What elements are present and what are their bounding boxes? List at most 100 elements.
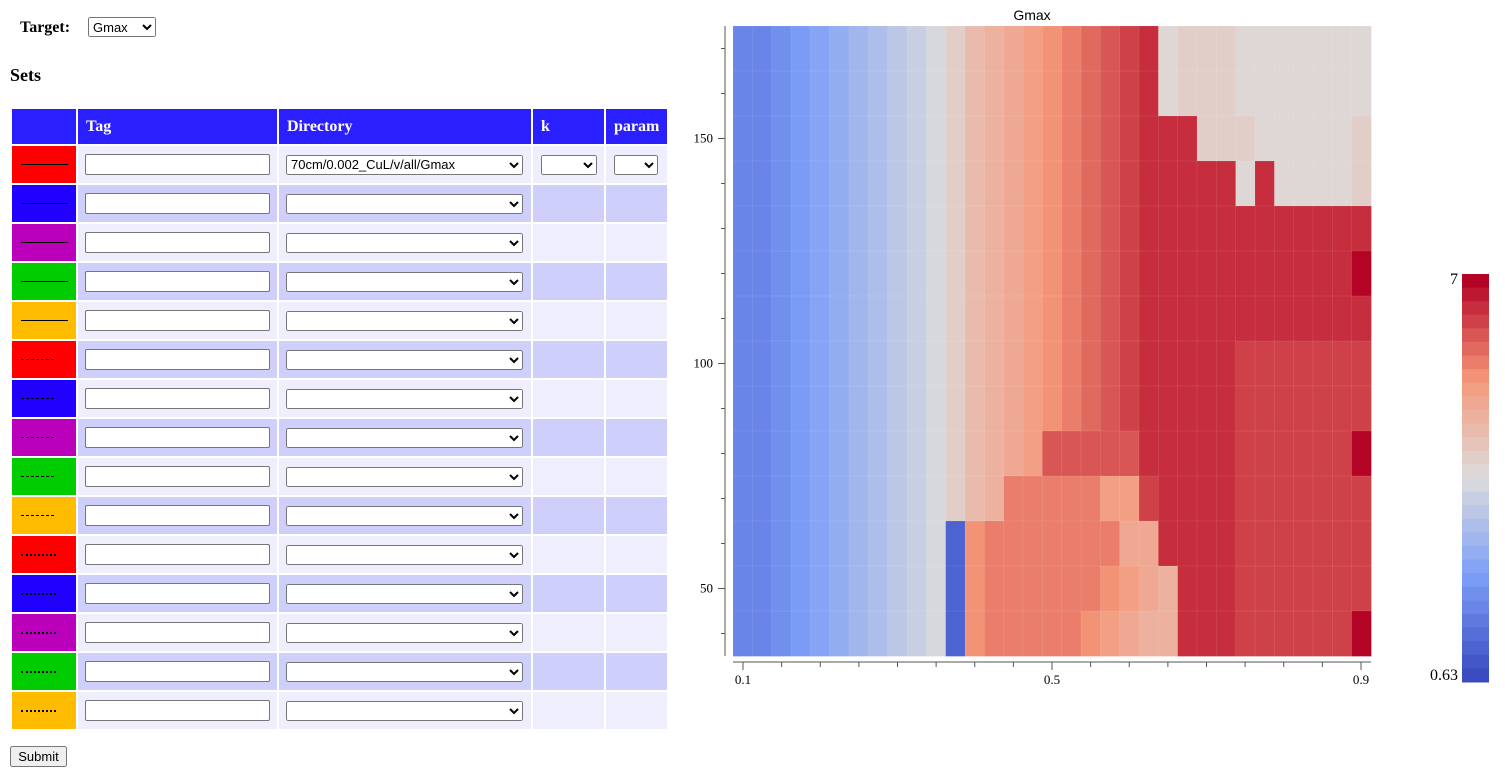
tag-input[interactable] bbox=[85, 232, 270, 253]
tag-input[interactable] bbox=[85, 349, 270, 370]
colorbar-segment bbox=[1462, 478, 1489, 493]
tag-input[interactable] bbox=[85, 583, 270, 604]
heatmap-cell bbox=[1235, 430, 1256, 477]
directory-select[interactable] bbox=[286, 193, 523, 214]
heatmap-cell bbox=[829, 430, 850, 477]
directory-select[interactable]: 70cm/0.002_CuL/v/all/Gmax bbox=[286, 154, 523, 175]
tag-input[interactable] bbox=[85, 466, 270, 487]
heatmap-cell bbox=[752, 475, 773, 522]
directory-select[interactable] bbox=[286, 388, 523, 409]
tag-input[interactable] bbox=[85, 193, 270, 214]
heatmap-cell bbox=[906, 610, 927, 657]
k-cell bbox=[533, 653, 604, 690]
heatmap-cell bbox=[848, 295, 869, 342]
directory-cell bbox=[279, 692, 531, 729]
line-style-sample bbox=[21, 671, 56, 673]
tag-input[interactable] bbox=[85, 505, 270, 526]
heatmap-cell bbox=[810, 385, 831, 432]
heatmap-cell bbox=[1274, 25, 1295, 72]
heatmap-cell bbox=[1312, 565, 1333, 612]
directory-select[interactable] bbox=[286, 271, 523, 292]
heatmap-cell bbox=[984, 115, 1005, 162]
heatmap-cell bbox=[926, 340, 947, 387]
tag-input[interactable] bbox=[85, 427, 270, 448]
tag-input[interactable] bbox=[85, 154, 270, 175]
heatmap-cell bbox=[906, 565, 927, 612]
heatmap-cell bbox=[1042, 520, 1063, 567]
line-style-swatch[interactable] bbox=[12, 653, 76, 690]
header-param: param bbox=[606, 109, 668, 144]
heatmap-cell bbox=[1080, 70, 1101, 117]
heatmap-cell bbox=[790, 250, 811, 297]
colorbar-segment bbox=[1462, 450, 1489, 465]
heatmap-cell bbox=[1274, 610, 1295, 657]
directory-select[interactable] bbox=[286, 661, 523, 682]
heatmap-cell bbox=[964, 250, 985, 297]
line-style-swatch[interactable] bbox=[12, 536, 76, 573]
colorbar-segment bbox=[1462, 328, 1489, 343]
line-style-swatch[interactable] bbox=[12, 302, 76, 339]
line-style-swatch[interactable] bbox=[12, 458, 76, 495]
heatmap-cell bbox=[984, 340, 1005, 387]
colorbar-segment bbox=[1462, 369, 1489, 384]
directory-select[interactable] bbox=[286, 232, 523, 253]
tag-input[interactable] bbox=[85, 661, 270, 682]
directory-select[interactable] bbox=[286, 622, 523, 643]
param-select[interactable] bbox=[614, 154, 658, 175]
heatmap-cell bbox=[1196, 430, 1217, 477]
heatmap-cell bbox=[1312, 520, 1333, 567]
directory-select[interactable] bbox=[286, 700, 523, 721]
line-style-swatch[interactable] bbox=[12, 185, 76, 222]
k-cell bbox=[533, 497, 604, 534]
tag-input[interactable] bbox=[85, 544, 270, 565]
tag-input[interactable] bbox=[85, 388, 270, 409]
directory-select[interactable] bbox=[286, 544, 523, 565]
heatmap-cell bbox=[752, 610, 773, 657]
heatmap-cell bbox=[1158, 160, 1179, 207]
submit-button[interactable]: Submit bbox=[10, 746, 67, 767]
directory-select[interactable] bbox=[286, 466, 523, 487]
heatmap-cell bbox=[984, 520, 1005, 567]
heatmap-cell bbox=[984, 70, 1005, 117]
k-cell bbox=[533, 224, 604, 261]
directory-select[interactable] bbox=[286, 583, 523, 604]
directory-select[interactable] bbox=[286, 349, 523, 370]
heatmap-cell bbox=[790, 520, 811, 567]
line-style-swatch[interactable] bbox=[12, 341, 76, 378]
tag-input[interactable] bbox=[85, 700, 270, 721]
colorbar-segment bbox=[1462, 505, 1489, 520]
directory-select[interactable] bbox=[286, 427, 523, 448]
directory-cell bbox=[279, 185, 531, 222]
heatmap-cell bbox=[945, 250, 966, 297]
heatmap-cell bbox=[848, 385, 869, 432]
tag-input[interactable] bbox=[85, 271, 270, 292]
heatmap-cell bbox=[848, 115, 869, 162]
heatmap-cell bbox=[848, 520, 869, 567]
line-style-swatch[interactable] bbox=[12, 692, 76, 729]
tag-input[interactable] bbox=[85, 310, 270, 331]
x-tick-label: 0.5 bbox=[1044, 672, 1060, 687]
colorbar-segment bbox=[1462, 287, 1489, 302]
heatmap-cell bbox=[1138, 385, 1159, 432]
line-style-swatch[interactable] bbox=[12, 575, 76, 612]
line-style-swatch[interactable] bbox=[12, 146, 76, 183]
tag-input[interactable] bbox=[85, 622, 270, 643]
directory-select[interactable] bbox=[286, 310, 523, 331]
k-select[interactable] bbox=[541, 154, 597, 175]
target-select[interactable]: Gmax bbox=[88, 17, 156, 37]
line-style-swatch[interactable] bbox=[12, 497, 76, 534]
heatmap-cell bbox=[1003, 430, 1024, 477]
heatmap-cell bbox=[848, 430, 869, 477]
heatmap-cell bbox=[1022, 250, 1043, 297]
heatmap-cell bbox=[1177, 610, 1198, 657]
directory-select[interactable] bbox=[286, 505, 523, 526]
line-style-swatch[interactable] bbox=[12, 224, 76, 261]
heatmap-cell bbox=[1235, 295, 1256, 342]
heatmap-cell bbox=[945, 205, 966, 252]
line-style-swatch[interactable] bbox=[12, 419, 76, 456]
line-style-swatch[interactable] bbox=[12, 263, 76, 300]
line-style-swatch[interactable] bbox=[12, 380, 76, 417]
line-style-swatch[interactable] bbox=[12, 614, 76, 651]
heatmap-cell bbox=[1332, 385, 1353, 432]
line-style-sample bbox=[21, 242, 68, 243]
